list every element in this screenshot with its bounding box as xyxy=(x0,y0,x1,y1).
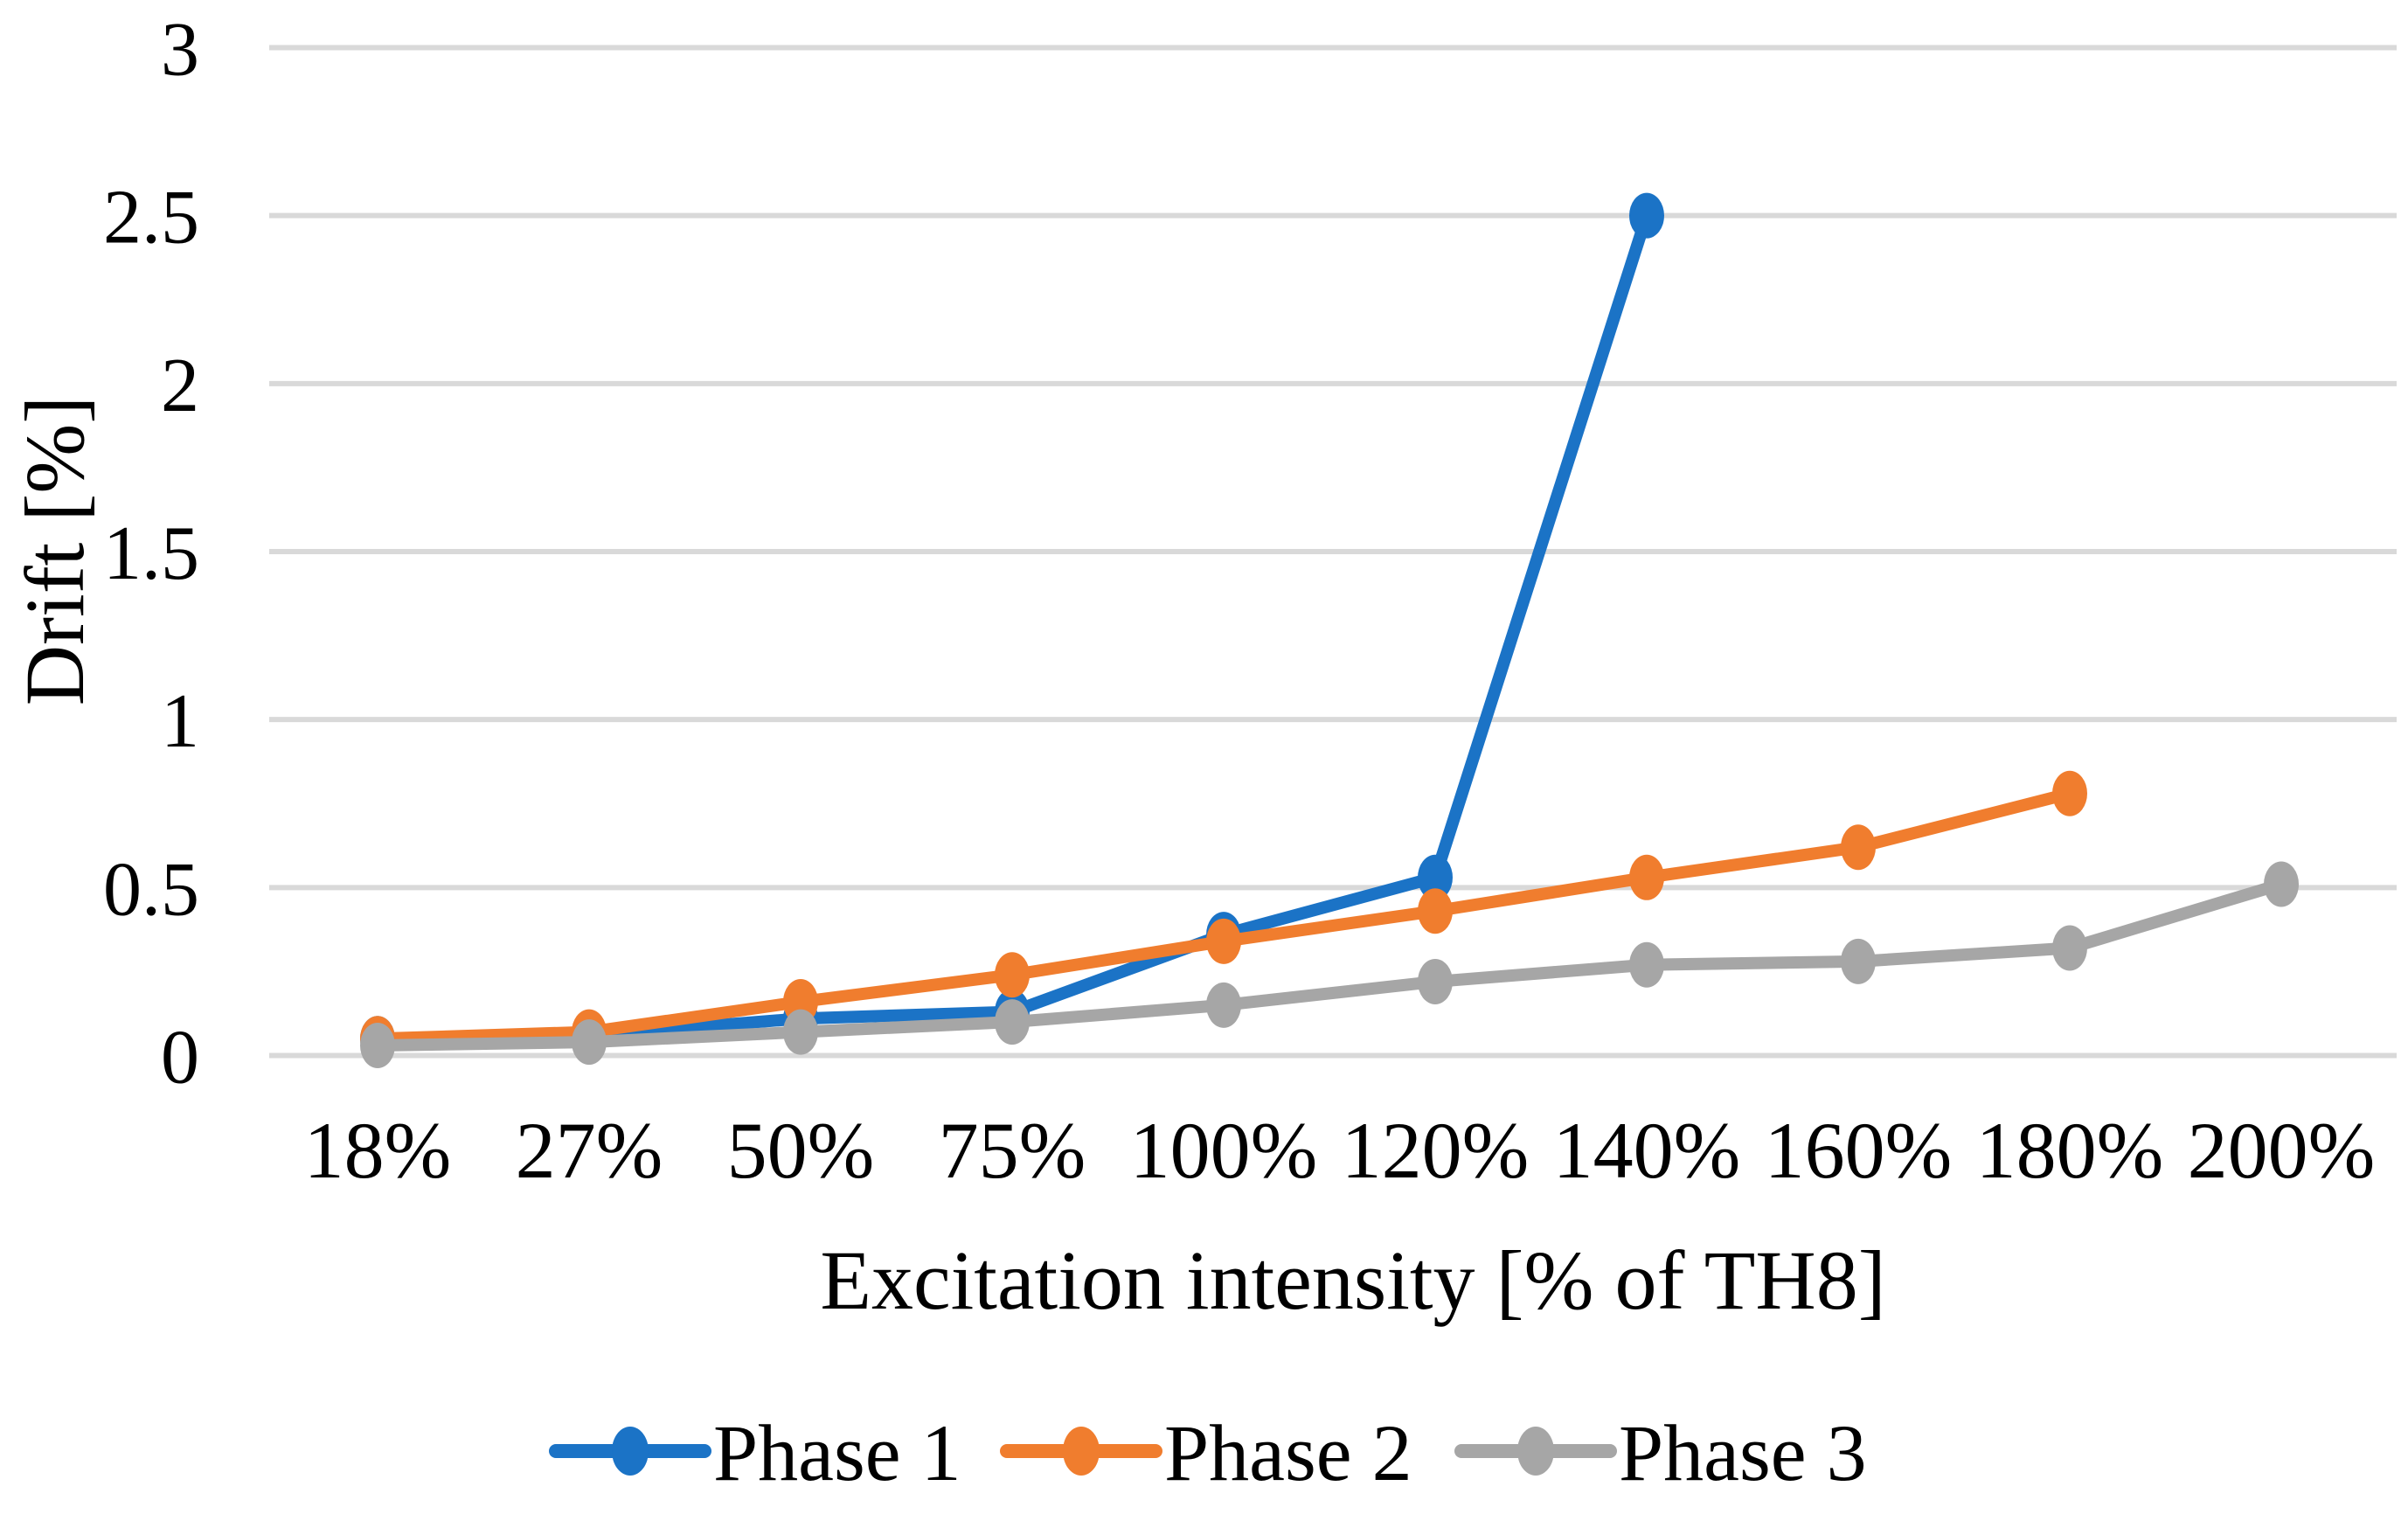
data-point-marker xyxy=(2052,925,2087,971)
data-point-marker xyxy=(1418,958,1453,1004)
data-point-marker xyxy=(1629,854,1664,900)
data-point-marker xyxy=(1629,941,1664,988)
legend-swatch-marker xyxy=(612,1427,649,1476)
data-point-marker xyxy=(995,999,1030,1045)
data-point-marker xyxy=(1841,938,1876,984)
legend-label: Phase 2 xyxy=(1164,1408,1412,1497)
x-axis-title: Excitation intensity [% of TH8] xyxy=(820,1233,1885,1327)
x-axis-tick-label: 160% xyxy=(1765,1106,1953,1195)
x-axis-tick-label: 100% xyxy=(1130,1106,1318,1195)
data-point-marker xyxy=(1629,192,1664,239)
data-point-marker xyxy=(1206,918,1241,964)
data-point-marker xyxy=(2052,770,2087,816)
y-axis-tick-label: 0 xyxy=(161,1016,199,1101)
data-point-marker xyxy=(572,1019,607,1066)
x-axis-tick-label: 50% xyxy=(727,1106,875,1195)
data-point-marker xyxy=(1841,824,1876,871)
x-axis-tick-label: 200% xyxy=(2188,1106,2376,1195)
data-point-marker xyxy=(783,1009,818,1055)
y-axis-title: Drift [%] xyxy=(8,396,101,706)
x-axis-tick-label: 180% xyxy=(1976,1106,2164,1195)
y-axis-tick-label: 1.5 xyxy=(103,511,199,596)
series-line-phase-3 xyxy=(371,878,2287,1052)
data-point-marker xyxy=(1206,982,1241,1028)
legend-swatch-marker xyxy=(1063,1427,1100,1476)
y-axis-tick-label: 2 xyxy=(161,344,199,428)
data-point-marker xyxy=(360,1022,395,1068)
x-axis-tick-label: 18% xyxy=(304,1106,452,1195)
data-point-marker xyxy=(995,952,1030,998)
data-point-marker xyxy=(1418,888,1453,934)
x-axis-tick-label: 75% xyxy=(939,1106,1086,1195)
y-axis-tick-label: 2.5 xyxy=(103,176,199,260)
y-axis-tick-label: 3 xyxy=(161,8,199,93)
x-axis-tick-label: 140% xyxy=(1553,1106,1741,1195)
x-axis-tick-label: 120% xyxy=(1342,1106,1530,1195)
x-axis-tick-label: 27% xyxy=(516,1106,663,1195)
data-point-marker xyxy=(1418,854,1453,900)
legend-label: Phase 1 xyxy=(713,1408,961,1497)
data-point-marker xyxy=(2264,861,2299,907)
y-axis-tick-label: 0.5 xyxy=(103,847,199,932)
legend-label: Phase 3 xyxy=(1619,1408,1867,1497)
legend-swatch-marker xyxy=(1517,1427,1554,1476)
y-axis-tick-label: 1 xyxy=(161,679,199,764)
